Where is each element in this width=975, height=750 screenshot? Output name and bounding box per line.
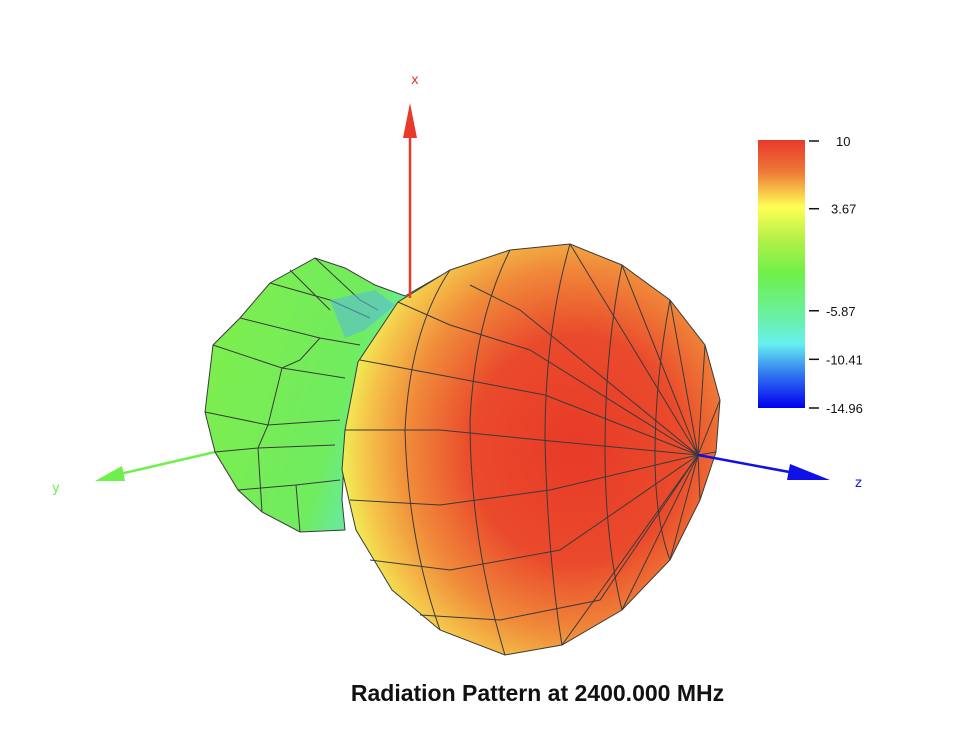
x-axis: x xyxy=(403,73,419,298)
chart-title: Radiation Pattern at 2400.000 MHz xyxy=(350,680,725,706)
z-axis: z xyxy=(697,453,862,491)
colorbar-tick-label: -10.41 xyxy=(826,352,863,367)
colorbar-tick-label: 3.67 xyxy=(831,202,856,217)
colorbar-tick-label: -5.87 xyxy=(826,304,856,319)
y-axis: y xyxy=(52,450,216,496)
x-axis-arrowhead xyxy=(403,103,417,138)
z-axis-label: z xyxy=(855,476,862,491)
z-axis-arrowhead xyxy=(787,464,830,480)
main-lobe xyxy=(341,243,721,656)
colorbar-tick-label: 10 xyxy=(836,134,850,149)
back-lobe xyxy=(204,257,481,533)
colorbar-tick-label: -14.96 xyxy=(826,401,863,416)
colorbar-gradient xyxy=(758,140,805,408)
y-axis-arrowhead xyxy=(95,466,125,481)
x-axis-label: x xyxy=(411,73,419,88)
y-axis-label: y xyxy=(52,481,60,496)
colorbar: 10 3.67 -5.87 -10.41 -14.96 xyxy=(758,134,863,416)
